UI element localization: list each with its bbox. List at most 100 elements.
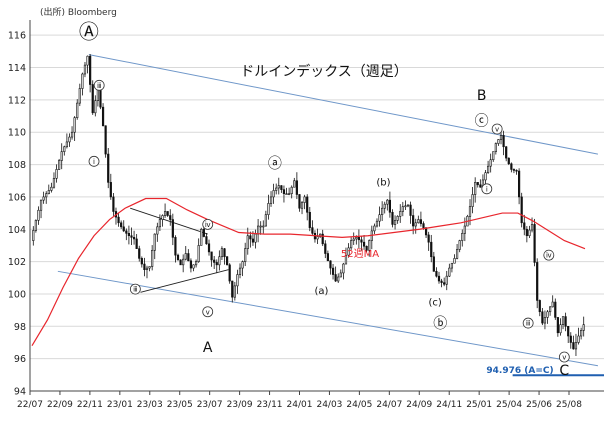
candle-body <box>455 249 459 259</box>
marker-label: ⅲ <box>97 82 101 90</box>
candle-body <box>130 235 133 238</box>
x-tick-label: 23/07 <box>197 400 223 410</box>
marker-label: ⅲ <box>526 320 530 328</box>
marker-label: ⅲ <box>133 286 137 294</box>
wave-label: (c) <box>428 297 441 308</box>
candle-body <box>331 267 335 275</box>
candle-body <box>65 141 68 148</box>
candle-body <box>194 261 198 266</box>
y-tick-label: 96 <box>14 354 26 365</box>
candle-body <box>68 136 71 143</box>
candle-body <box>561 316 565 325</box>
candle-body <box>107 153 110 183</box>
candle-body <box>474 182 477 195</box>
candle-body <box>518 170 521 198</box>
candle-body <box>153 233 156 251</box>
candle-body <box>125 230 128 234</box>
candle-body <box>259 225 262 228</box>
candle-body <box>277 185 280 189</box>
candle-body <box>476 182 479 186</box>
candle-body <box>135 238 138 249</box>
candle-body <box>210 251 213 261</box>
candle-body <box>187 253 190 262</box>
candle-body <box>174 237 177 256</box>
marker-circle <box>88 155 100 167</box>
x-tick-label: 24/03 <box>316 400 342 410</box>
candle-body <box>329 260 332 269</box>
candle-body <box>246 235 249 249</box>
candle-body <box>381 207 384 216</box>
candle-body <box>264 214 267 227</box>
candle-body <box>73 117 76 133</box>
weekly-candles <box>32 54 585 357</box>
candle-body <box>280 185 283 190</box>
x-tick-label: 24/11 <box>436 400 462 410</box>
candle-body <box>324 243 327 254</box>
candle-body <box>228 264 231 282</box>
y-tick-label: 112 <box>8 95 26 106</box>
wave-label: B <box>477 88 487 104</box>
candle-body <box>122 226 125 232</box>
candle-body <box>556 317 559 334</box>
candle-body <box>463 225 466 234</box>
candle-body <box>303 196 306 203</box>
candle-body <box>269 196 273 204</box>
candle-body <box>192 264 195 269</box>
candle-body <box>499 135 503 140</box>
candle-body <box>577 335 580 343</box>
marker-circle <box>543 249 555 261</box>
candle-body <box>63 146 66 152</box>
candle-body <box>241 261 244 269</box>
y-tick-label: 104 <box>8 225 26 236</box>
candle-body <box>179 259 182 266</box>
candle-body <box>492 151 495 161</box>
candle-body <box>132 237 136 240</box>
y-tick-label: 98 <box>14 322 26 333</box>
candle-body <box>355 237 358 240</box>
x-tick-label: 25/04 <box>496 400 522 410</box>
x-tick-label: 24/01 <box>287 400 313 410</box>
moving-average <box>31 197 586 347</box>
candle-body <box>430 241 433 258</box>
candle-body <box>293 180 296 188</box>
candle-body <box>295 180 298 195</box>
candle-body <box>101 106 105 127</box>
candle-body <box>182 258 185 266</box>
candle-body <box>231 280 234 298</box>
candle-body <box>254 233 257 243</box>
candle-body <box>47 190 50 194</box>
candle-body <box>337 276 340 282</box>
candle-body <box>489 159 492 167</box>
candle-body <box>450 262 454 269</box>
candle-body <box>569 335 572 343</box>
candle-body <box>45 193 48 198</box>
candle-body <box>205 236 208 245</box>
candle-body <box>494 143 497 152</box>
candle-body <box>445 275 448 285</box>
marker-label: ⅴ <box>495 126 499 134</box>
candle-body <box>564 316 567 327</box>
marker-label: ⅳ <box>205 221 211 229</box>
candle-body <box>300 202 304 209</box>
candle-body <box>109 182 112 198</box>
candle-body <box>362 241 366 247</box>
candle-body <box>58 160 61 170</box>
candle-body <box>166 211 169 216</box>
candle-body <box>171 219 174 238</box>
candle-body <box>316 236 319 240</box>
candle-body <box>272 190 275 198</box>
candle-body <box>342 263 345 274</box>
candle-body <box>538 300 541 313</box>
candle-body <box>344 254 348 265</box>
triangle-line <box>140 269 229 293</box>
triangle-line <box>130 207 208 235</box>
candle-body <box>112 196 115 212</box>
candle-body <box>502 135 505 148</box>
candle-body <box>347 247 350 256</box>
candle-body <box>409 204 412 216</box>
candle-body <box>161 215 164 220</box>
candle-body <box>120 222 123 228</box>
candle-body <box>78 88 81 104</box>
y-tick-label: 110 <box>8 128 26 139</box>
candle-body <box>275 187 278 191</box>
